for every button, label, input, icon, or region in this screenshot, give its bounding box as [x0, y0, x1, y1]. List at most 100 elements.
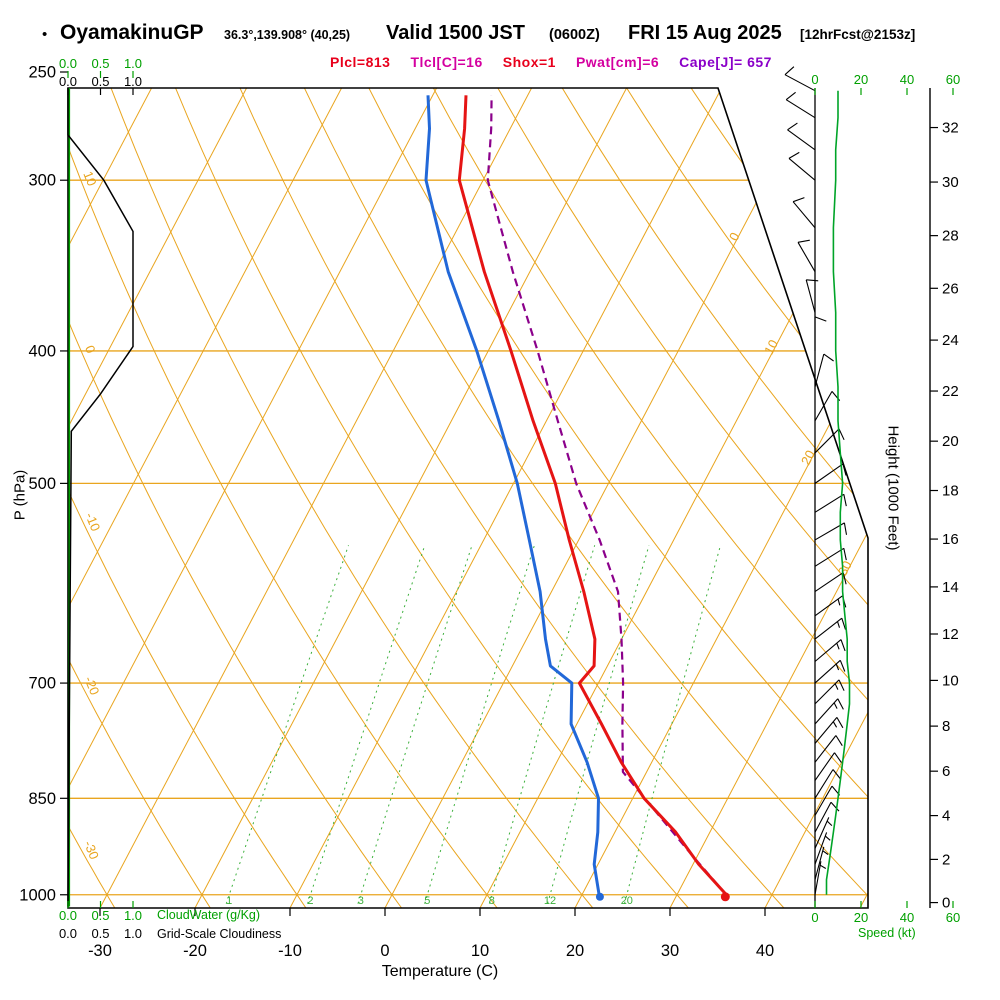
svg-text:0.5: 0.5 — [91, 908, 109, 923]
svg-text:-30: -30 — [88, 942, 112, 960]
svg-text:-10: -10 — [82, 510, 103, 533]
temperature-axis-label: Temperature (C) — [381, 963, 499, 980]
plot-border — [67, 87, 869, 909]
station-name: OyamakinuGP — [60, 21, 204, 44]
height-axis-label: Height (1000 Feet) — [884, 425, 902, 551]
mixing-ratio-labels: 1 2 3 5 8 12 20 — [226, 895, 633, 907]
temperature-axis: -30 -20 -10 0 10 20 30 40 — [88, 908, 774, 960]
svg-text:30: 30 — [661, 942, 679, 960]
station-coords: 36.3°,139.908° (40,25) — [224, 28, 351, 42]
svg-text:0: 0 — [811, 910, 818, 925]
svg-text:60: 60 — [946, 910, 960, 925]
svg-text:0.0: 0.0 — [59, 908, 77, 923]
svg-text:1000: 1000 — [19, 886, 56, 904]
svg-text:2: 2 — [942, 851, 950, 868]
svg-text:40: 40 — [756, 942, 774, 960]
valid-time: Valid 1500 JST — [386, 22, 525, 44]
svg-text:850: 850 — [28, 790, 56, 808]
svg-text:0.5: 0.5 — [91, 56, 109, 71]
svg-text:0.5: 0.5 — [91, 74, 109, 89]
svg-text:700: 700 — [28, 675, 56, 693]
svg-text:2: 2 — [307, 895, 313, 907]
svg-text:-20: -20 — [183, 942, 207, 960]
param-cape: Cape[J]= 657 — [679, 54, 772, 70]
svg-text:1.0: 1.0 — [124, 74, 142, 89]
temperature-curve — [457, 95, 728, 896]
svg-text:20: 20 — [566, 942, 584, 960]
svg-text:22: 22 — [942, 383, 959, 400]
svg-text:1: 1 — [226, 895, 232, 907]
svg-text:26: 26 — [942, 280, 959, 297]
svg-text:0.0: 0.0 — [59, 926, 77, 941]
svg-text:6: 6 — [942, 763, 950, 780]
svg-text:-30: -30 — [81, 838, 102, 861]
svg-text:20: 20 — [942, 433, 959, 450]
svg-text:30: 30 — [835, 558, 855, 578]
param-tlcl: Tlcl[C]=16 — [410, 54, 483, 70]
svg-text:8: 8 — [489, 895, 495, 907]
svg-text:4: 4 — [942, 808, 950, 825]
pressure-axis: 250 300 400 500 700 850 1000 — [19, 64, 68, 904]
svg-text:300: 300 — [28, 172, 56, 190]
svg-text:16: 16 — [942, 531, 959, 548]
mixing-ratio-lines — [221, 545, 721, 908]
svg-text:10: 10 — [471, 942, 489, 960]
svg-text:1.0: 1.0 — [124, 56, 142, 71]
svg-text:0.0: 0.0 — [59, 56, 77, 71]
svg-text:0: 0 — [942, 895, 950, 912]
valid-time-utc: (0600Z) — [549, 27, 600, 43]
svg-text:0: 0 — [726, 230, 743, 243]
svg-text:40: 40 — [900, 72, 914, 87]
svg-text:0: 0 — [380, 942, 389, 960]
svg-text:1.0: 1.0 — [124, 926, 142, 941]
svg-text:8: 8 — [942, 718, 950, 735]
parcel-curve — [486, 95, 728, 896]
adiabat-labels: 10 0 -10 -20 -30 — [80, 169, 103, 862]
svg-text:20: 20 — [854, 910, 868, 925]
svg-text:10: 10 — [942, 672, 959, 689]
dewpoint-curve — [424, 95, 601, 896]
svg-text:32: 32 — [942, 120, 959, 137]
svg-text:28: 28 — [942, 228, 959, 245]
cloudiness-profile — [67, 88, 134, 907]
svg-text:10: 10 — [761, 337, 781, 357]
svg-text:20: 20 — [854, 72, 868, 87]
svg-text:500: 500 — [28, 475, 56, 493]
svg-text:60: 60 — [946, 72, 960, 87]
svg-text:0: 0 — [811, 72, 818, 87]
valid-date: FRI 15 Aug 2025 — [628, 22, 782, 44]
svg-text:250: 250 — [28, 64, 56, 82]
svg-text:24: 24 — [942, 332, 959, 349]
svg-text:-10: -10 — [278, 942, 302, 960]
stability-parameters: Plcl=813 Tlcl[C]=16 Shox=1 Pwat[cm]=6 Ca… — [330, 54, 772, 70]
svg-text:0.5: 0.5 — [91, 926, 109, 941]
svg-text:30: 30 — [942, 174, 959, 191]
svg-text:12: 12 — [544, 895, 556, 907]
svg-text:0.0: 0.0 — [59, 74, 77, 89]
svg-text:20: 20 — [621, 895, 633, 907]
svg-text:-20: -20 — [82, 674, 103, 697]
svg-text:5: 5 — [424, 895, 430, 907]
cloudiness-axis-label: Grid-Scale Cloudiness — [157, 927, 282, 941]
forecast-tag: [12hrFcst@2153z] — [800, 27, 916, 42]
svg-text:10: 10 — [80, 169, 99, 188]
station-bullet: • — [42, 26, 48, 43]
svg-text:1.0: 1.0 — [124, 908, 142, 923]
svg-text:400: 400 — [28, 342, 56, 360]
cloudwater-axis-label: CloudWater (g/Kg) — [157, 908, 261, 922]
speed-axis-label: Speed (kt) — [858, 926, 916, 940]
svg-text:3: 3 — [358, 895, 364, 907]
svg-text:14: 14 — [942, 579, 959, 596]
param-pwat: Pwat[cm]=6 — [575, 54, 660, 70]
wind-speed-profile — [825, 90, 851, 895]
skewt-grid-lines — [68, 88, 868, 908]
svg-text:40: 40 — [900, 910, 914, 925]
surface-dots — [595, 892, 730, 902]
param-showalter: Shox=1 — [502, 54, 556, 70]
svg-text:20: 20 — [798, 448, 818, 468]
param-plcl: Plcl=813 — [330, 54, 391, 70]
